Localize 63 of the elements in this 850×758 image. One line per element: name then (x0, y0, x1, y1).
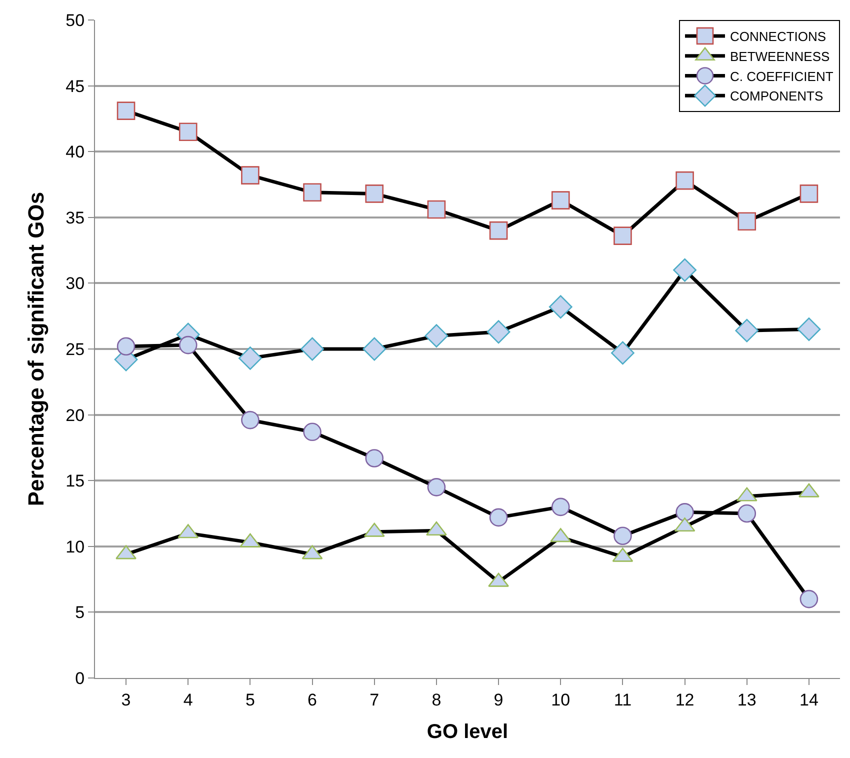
point (241, 166, 260, 184)
x-tick-label: 9 (494, 690, 504, 710)
point (303, 183, 322, 202)
point (489, 508, 508, 527)
x-tick-label: 6 (308, 690, 318, 710)
point (427, 200, 446, 219)
point (735, 318, 759, 342)
x-tick-label: 4 (183, 690, 193, 710)
y-axis-title: Percentage of significant GOs (23, 192, 48, 506)
x-axis-title: GO level (426, 720, 508, 743)
point (365, 449, 384, 468)
point (116, 337, 136, 356)
point (797, 318, 821, 341)
y-tick-label: 10 (66, 537, 85, 556)
point (551, 191, 570, 210)
point (800, 590, 818, 608)
legend-label: COMPONENTS (730, 88, 824, 104)
y-tick-label: 35 (66, 208, 85, 228)
x-tick-label: 7 (370, 690, 380, 710)
point (614, 226, 632, 245)
x-tick-label: 3 (121, 690, 131, 710)
x-tick-label: 14 (800, 690, 818, 710)
point (551, 498, 570, 516)
point (611, 341, 634, 365)
x-tick-label: 5 (245, 690, 255, 710)
x-tick-label: 8 (432, 690, 442, 710)
x-tick-label: 11 (614, 690, 632, 710)
point (676, 171, 694, 190)
x-tick-label: 13 (737, 690, 756, 710)
x-tick-label: 12 (675, 690, 694, 710)
point (365, 184, 384, 203)
point (238, 346, 262, 370)
legend-label: BETWEENNESS (730, 48, 830, 64)
point (489, 221, 508, 240)
legend-label: C. COEFFICIENT (730, 68, 834, 84)
y-tick-label: 5 (75, 603, 85, 622)
point (116, 102, 136, 120)
point (178, 336, 198, 354)
y-tick-label: 0 (75, 668, 85, 688)
point (738, 212, 756, 230)
point (424, 324, 448, 348)
point (178, 122, 198, 142)
point (427, 478, 446, 496)
point (676, 503, 694, 522)
y-tick-label: 20 (66, 406, 85, 425)
legend-label: CONNECTIONS (730, 29, 826, 44)
y-tick-label: 40 (66, 142, 85, 162)
point (738, 504, 756, 523)
point (300, 337, 324, 361)
y-tick-label: 15 (66, 472, 85, 491)
y-tick-label: 25 (66, 340, 85, 359)
y-tick-label: 30 (66, 274, 85, 294)
y-tick-label: 50 (66, 10, 85, 30)
point (303, 422, 322, 442)
point (241, 410, 260, 430)
point (486, 320, 510, 344)
point (614, 526, 632, 546)
point (800, 184, 818, 203)
x-tick-label: 10 (551, 690, 570, 710)
point (673, 258, 696, 282)
point (362, 337, 386, 361)
y-tick-label: 45 (66, 76, 85, 96)
point (548, 295, 572, 319)
